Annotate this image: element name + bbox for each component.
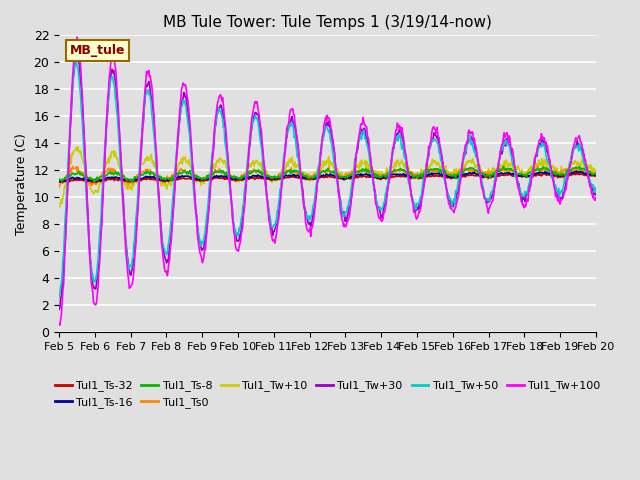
Title: MB Tule Tower: Tule Temps 1 (3/19/14-now): MB Tule Tower: Tule Temps 1 (3/19/14-now… — [163, 15, 492, 30]
Legend: Tul1_Ts-32, Tul1_Ts-16, Tul1_Ts-8, Tul1_Ts0, Tul1_Tw+10, Tul1_Tw+30, Tul1_Tw+50,: Tul1_Ts-32, Tul1_Ts-16, Tul1_Ts-8, Tul1_… — [51, 376, 605, 412]
Text: MB_tule: MB_tule — [70, 44, 125, 57]
Y-axis label: Temperature (C): Temperature (C) — [15, 132, 28, 235]
